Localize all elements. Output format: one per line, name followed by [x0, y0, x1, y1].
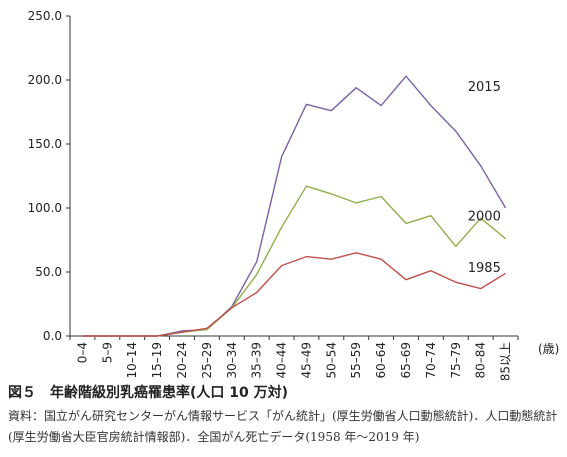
x-tick-label: 25–29	[200, 342, 214, 379]
x-tick-label: 15–19	[150, 342, 164, 379]
series-line-1985	[82, 252, 506, 337]
x-tick-label: 40–44	[275, 342, 289, 379]
y-tick-label: 250.0	[28, 9, 62, 23]
x-tick-label: 80–84	[474, 342, 488, 379]
chart-axes	[66, 15, 519, 340]
x-tick-label: 35–39	[250, 342, 264, 379]
series-label: 2000	[468, 209, 501, 224]
series-label: 1985	[468, 261, 501, 276]
x-tick-label: 55–59	[349, 342, 363, 379]
figure-caption: 図５ 年齢階級別乳癌罹患率(人口 10 万対)	[8, 382, 288, 402]
x-tick-label: 45–49	[299, 342, 313, 379]
x-tick-label: 5–9	[100, 342, 114, 363]
figure-title: 年齢階級別乳癌罹患率(人口 10 万対)	[50, 385, 289, 401]
y-tick-label: 50.0	[35, 265, 62, 279]
x-tick-label: 75–79	[449, 342, 463, 379]
line-chart: 0.0 50.0 100.0 150.0 200.0 250.0 0–4 5–9 10–14 1…	[28, 9, 560, 380]
x-tick-label: 70–74	[424, 342, 438, 379]
y-tick-label: 200.0	[28, 73, 62, 87]
x-tick-label: 65–69	[399, 342, 413, 379]
x-tick-label: 30–34	[225, 342, 239, 379]
x-tick-label: 20–24	[175, 342, 189, 379]
y-tick-label: 100.0	[28, 201, 62, 215]
series-label: 2015	[468, 80, 501, 95]
y-tick-labels: 0.0 50.0 100.0 150.0 200.0 250.0	[28, 9, 62, 343]
series-labels: 2015 2000 1985	[468, 80, 501, 276]
y-tick-label: 0.0	[43, 329, 62, 343]
x-axis-unit-label: (歳)	[538, 342, 559, 356]
x-tick-labels: 0–4 5–9 10–14 15–19 20–24 25–29 30–34 35–39 40–4…	[75, 342, 512, 380]
series-lines	[82, 75, 507, 337]
source-note: 資料：国立がん研究センターがん情報サービス「がん統計」(厚生労働省人口動態統計)…	[8, 409, 558, 444]
y-tick-label: 150.0	[28, 137, 62, 151]
x-tick-label: 0–4	[75, 342, 89, 363]
x-tick-label: 50–54	[324, 342, 338, 379]
figure-number: 図５	[8, 385, 36, 401]
x-tick-label: 85以上	[499, 342, 513, 380]
x-tick-label: 10–14	[125, 342, 139, 379]
x-tick-label: 60–64	[374, 342, 388, 379]
